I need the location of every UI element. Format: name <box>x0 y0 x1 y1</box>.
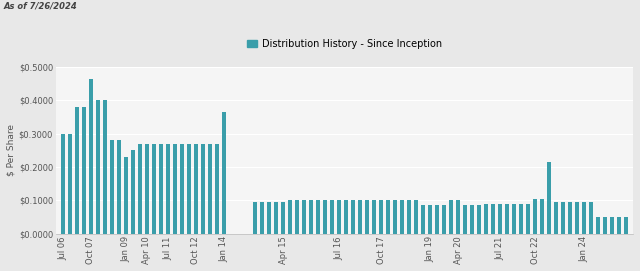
Bar <box>215 144 219 234</box>
Bar <box>540 199 544 234</box>
Bar <box>96 100 100 234</box>
Bar <box>561 202 565 234</box>
Bar <box>68 134 72 234</box>
Bar <box>519 204 523 234</box>
Bar <box>421 205 425 234</box>
Bar <box>372 200 376 234</box>
Bar <box>302 200 306 234</box>
Bar <box>323 200 327 234</box>
Bar <box>75 107 79 234</box>
Bar <box>463 205 467 234</box>
Bar <box>477 205 481 234</box>
Bar <box>124 157 128 234</box>
Text: As of 7/26/2024: As of 7/26/2024 <box>3 1 77 10</box>
Bar <box>187 144 191 234</box>
Bar <box>547 162 551 234</box>
Bar <box>337 200 341 234</box>
Bar <box>568 202 572 234</box>
Bar <box>260 202 264 234</box>
Bar <box>387 200 390 234</box>
Legend: Distribution History - Since Inception: Distribution History - Since Inception <box>243 35 445 53</box>
Bar <box>351 200 355 234</box>
Bar <box>82 107 86 234</box>
Bar <box>295 200 299 234</box>
Bar <box>110 140 114 234</box>
Bar <box>512 204 516 234</box>
Bar <box>442 205 446 234</box>
Bar <box>131 150 135 234</box>
Bar <box>435 205 439 234</box>
Bar <box>624 217 628 234</box>
Bar <box>456 200 460 234</box>
Bar <box>492 204 495 234</box>
Bar <box>166 144 170 234</box>
Bar <box>498 204 502 234</box>
Bar <box>617 217 621 234</box>
Bar <box>201 144 205 234</box>
Bar <box>330 200 334 234</box>
Bar <box>208 144 212 234</box>
Bar <box>152 144 156 234</box>
Bar <box>145 144 148 234</box>
Bar <box>610 217 614 234</box>
Bar <box>275 202 278 234</box>
Bar <box>596 217 600 234</box>
Bar <box>533 199 537 234</box>
Bar <box>159 144 163 234</box>
Bar <box>603 217 607 234</box>
Bar <box>484 204 488 234</box>
Bar <box>393 200 397 234</box>
Bar <box>554 202 558 234</box>
Bar <box>138 144 141 234</box>
Bar <box>449 200 453 234</box>
Bar <box>173 144 177 234</box>
Bar <box>582 202 586 234</box>
Bar <box>61 134 65 234</box>
Bar <box>222 112 226 234</box>
Bar <box>103 100 107 234</box>
Bar <box>309 200 313 234</box>
Bar <box>194 144 198 234</box>
Bar <box>344 200 348 234</box>
Bar <box>316 200 320 234</box>
Bar <box>505 204 509 234</box>
Bar <box>282 202 285 234</box>
Bar <box>428 205 432 234</box>
Bar <box>253 202 257 234</box>
Bar <box>180 144 184 234</box>
Bar <box>470 205 474 234</box>
Bar <box>289 200 292 234</box>
Y-axis label: $ Per Share: $ Per Share <box>7 124 16 176</box>
Bar <box>407 200 411 234</box>
Bar <box>117 140 121 234</box>
Bar <box>365 200 369 234</box>
Bar <box>414 200 418 234</box>
Bar <box>89 79 93 234</box>
Bar <box>526 204 530 234</box>
Bar <box>358 200 362 234</box>
Bar <box>268 202 271 234</box>
Bar <box>380 200 383 234</box>
Bar <box>400 200 404 234</box>
Bar <box>589 202 593 234</box>
Bar <box>575 202 579 234</box>
